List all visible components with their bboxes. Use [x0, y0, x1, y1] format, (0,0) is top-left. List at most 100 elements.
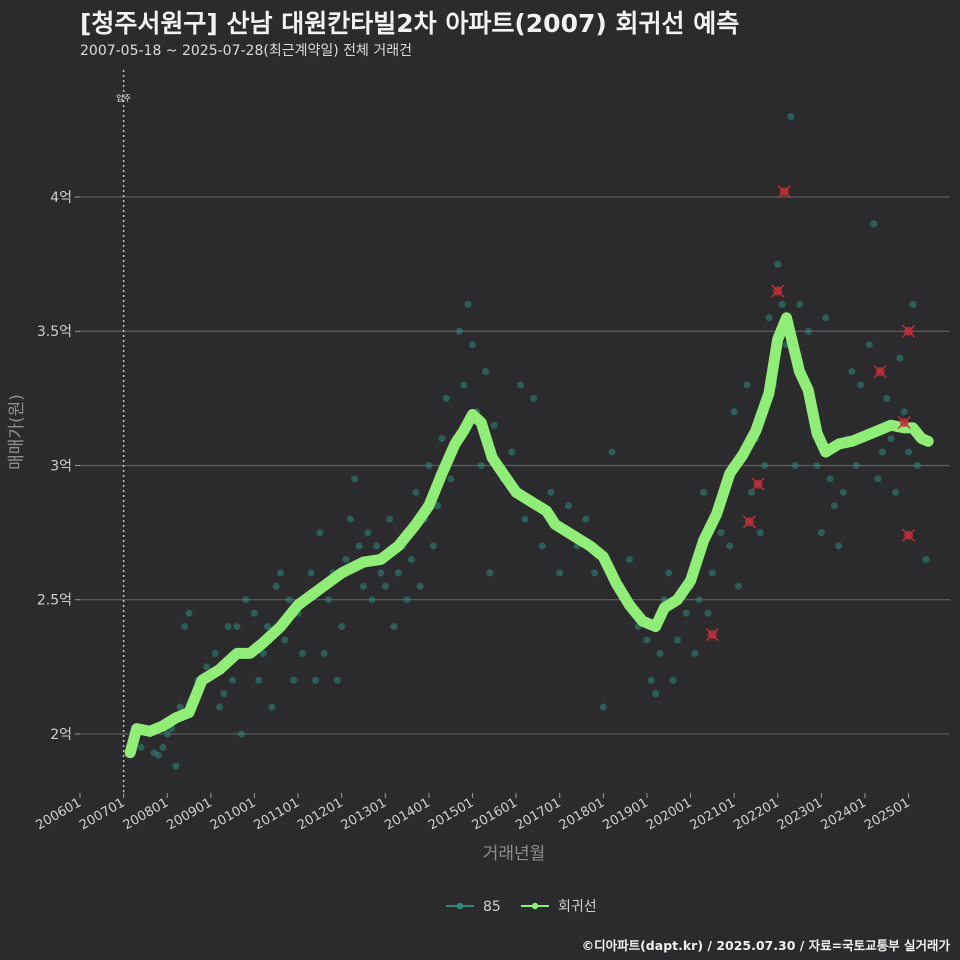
- transaction-point: [447, 475, 455, 483]
- transaction-point: [547, 488, 555, 496]
- transaction-point: [900, 408, 908, 416]
- x-tick-label: 201901: [600, 795, 650, 833]
- legend-label: 회귀선: [558, 899, 597, 915]
- transaction-point: [909, 300, 917, 308]
- transaction-point: [817, 529, 825, 537]
- transaction-point: [682, 609, 690, 617]
- y-tick-label: 3.5억: [37, 324, 72, 340]
- transaction-point: [368, 596, 376, 604]
- transaction-point: [591, 569, 599, 577]
- transaction-point: [835, 542, 843, 550]
- transaction-point: [338, 623, 346, 631]
- transaction-point: [734, 582, 742, 590]
- transaction-point: [277, 569, 285, 577]
- transaction-point: [311, 676, 319, 684]
- chart-subtitle: 2007-05-18 ~ 2025-07-28(최근계약일) 전체 거래건: [80, 43, 412, 59]
- outlier-marks: [705, 185, 916, 642]
- transaction-point: [530, 394, 538, 402]
- transaction-point: [922, 555, 930, 563]
- transaction-point: [377, 569, 385, 577]
- transaction-point: [403, 596, 411, 604]
- transaction-point: [756, 529, 764, 537]
- transaction-point: [429, 542, 437, 550]
- transaction-point: [796, 300, 804, 308]
- transaction-point: [625, 555, 633, 563]
- outlier-x-mark: [902, 528, 916, 542]
- transaction-point: [582, 515, 590, 523]
- transaction-point: [224, 623, 232, 631]
- transaction-point: [264, 623, 272, 631]
- y-tick-label: 4억: [50, 190, 72, 206]
- transaction-point: [791, 461, 799, 469]
- transaction-point: [176, 703, 184, 711]
- transaction-point: [708, 569, 716, 577]
- transaction-point: [516, 381, 524, 389]
- transaction-point: [665, 569, 673, 577]
- transaction-point: [185, 609, 193, 617]
- outlier-x-mark: [777, 185, 791, 199]
- transaction-point: [673, 636, 681, 644]
- transaction-point: [700, 488, 708, 496]
- transaction-point: [272, 582, 280, 590]
- x-tick-label: 202101: [688, 795, 738, 833]
- transaction-point: [508, 448, 516, 456]
- chart-title: [청주서원구] 산남 대원칸타빌2차 아파트(2007) 회귀선 예측: [80, 9, 740, 38]
- transaction-point: [298, 649, 306, 657]
- transaction-point: [172, 762, 180, 770]
- y-tick-label: 3억: [50, 458, 72, 474]
- source-credit: ©디아파트(dapt.kr) / 2025.07.30 / 자료=국토교통부 실…: [581, 938, 950, 953]
- x-axis: 2006012007012008012009012010012011012012…: [34, 793, 913, 833]
- x-tick-label: 200901: [164, 795, 214, 833]
- transaction-point: [220, 690, 228, 698]
- transaction-point: [159, 743, 167, 751]
- x-tick-label: 201701: [513, 795, 563, 833]
- transaction-point: [390, 623, 398, 631]
- transaction-point: [857, 381, 865, 389]
- x-tick-label: 201601: [470, 795, 520, 833]
- transaction-point: [608, 448, 616, 456]
- transaction-point: [154, 751, 162, 759]
- transaction-point: [464, 300, 472, 308]
- transaction-point: [556, 569, 564, 577]
- transaction-point: [896, 354, 904, 362]
- transaction-point: [163, 730, 171, 738]
- transaction-point: [761, 461, 769, 469]
- transaction-point: [656, 649, 664, 657]
- transaction-point: [865, 341, 873, 349]
- transaction-point: [743, 381, 751, 389]
- transaction-point: [691, 649, 699, 657]
- transaction-point: [359, 582, 367, 590]
- x-tick-label: 201101: [252, 795, 302, 833]
- transaction-point: [891, 488, 899, 496]
- transaction-point: [137, 743, 145, 751]
- transaction-point: [748, 488, 756, 496]
- transaction-point: [233, 623, 241, 631]
- transaction-point: [355, 542, 363, 550]
- outlier-x-mark: [873, 364, 887, 379]
- transaction-point: [669, 676, 677, 684]
- move-in-annotation: 입주: [116, 70, 131, 793]
- transaction-point: [695, 596, 703, 604]
- transaction-point: [787, 112, 795, 120]
- x-tick-label: 200801: [121, 795, 171, 833]
- x-tick-label: 200601: [34, 795, 84, 833]
- x-tick-label: 202201: [731, 795, 781, 833]
- transaction-point: [325, 596, 333, 604]
- transaction-point: [290, 676, 298, 684]
- outlier-x-mark: [751, 477, 765, 491]
- transaction-point: [913, 461, 921, 469]
- outlier-x-mark: [771, 284, 785, 298]
- y-tick-label: 2.5억: [37, 593, 72, 609]
- transaction-point: [765, 314, 773, 322]
- outlier-x-mark: [705, 628, 719, 642]
- transaction-point: [490, 421, 498, 429]
- transaction-point: [460, 381, 468, 389]
- transaction-point: [412, 488, 420, 496]
- transaction-point: [830, 502, 838, 510]
- transaction-point: [381, 582, 389, 590]
- transaction-point: [468, 341, 476, 349]
- transaction-point: [216, 703, 224, 711]
- transaction-point: [202, 663, 210, 671]
- x-axis-label: 거래년월: [483, 844, 546, 864]
- transaction-point: [416, 582, 424, 590]
